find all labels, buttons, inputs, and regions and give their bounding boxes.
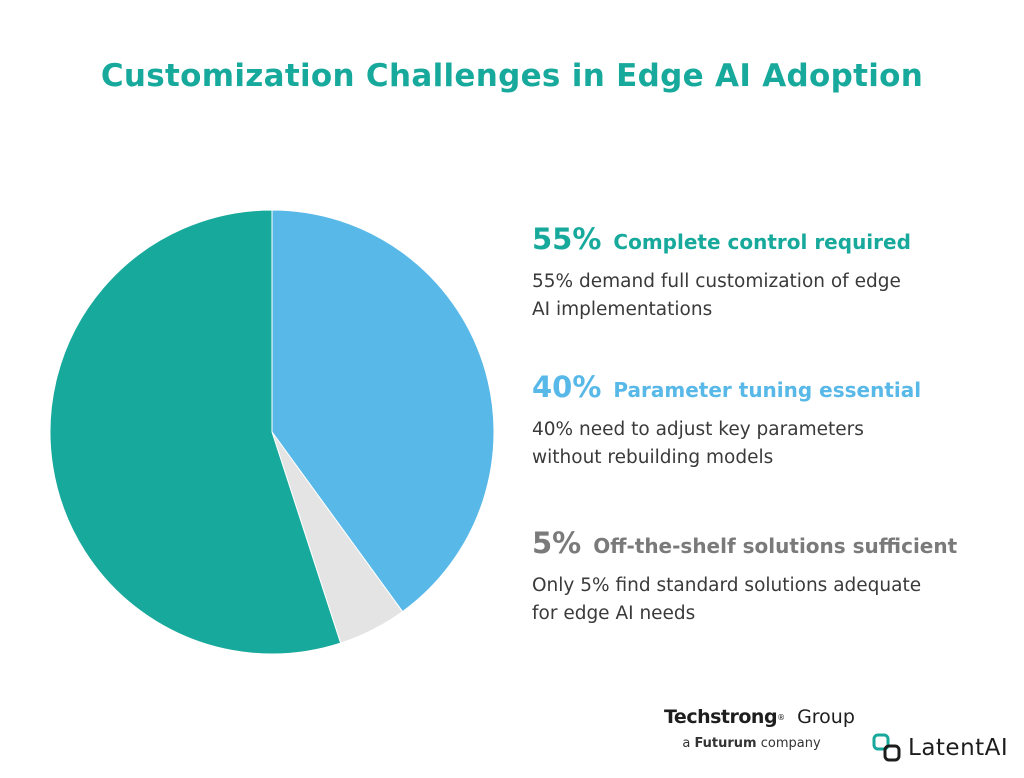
stat-description: 40% need to adjust key parameters withou… — [532, 419, 864, 468]
chain-link-icon — [872, 733, 901, 762]
stat-heading: Parameter tuning essential — [613, 378, 922, 402]
stat-description: 55% demand full customization of edge AI… — [532, 271, 901, 320]
latentai-wordmark: LatentAI — [908, 735, 1009, 761]
techstrong-tagline: a Futurum company — [664, 736, 839, 751]
stat-item-off-the-shelf: 5% Off-the-shelf solutions sufficient On… — [532, 526, 957, 628]
tagline-prefix: a — [682, 736, 691, 751]
techstrong-group: Group — [797, 706, 855, 728]
stat-percent: 5% — [532, 526, 582, 560]
stat-heading: Complete control required — [613, 230, 911, 254]
stat-heading: Off-the-shelf solutions sufficient — [593, 534, 958, 558]
trademark-mark: ® — [777, 712, 786, 722]
tagline-suffix: company — [760, 736, 821, 751]
chart-title: Customization Challenges in Edge AI Adop… — [100, 58, 924, 94]
stat-description: Only 5% find standard solutions adequate… — [532, 575, 922, 624]
techstrong-brand: Techstrong — [664, 706, 778, 728]
tagline-parent: Futurum — [694, 736, 757, 751]
stat-item-control: 55% Complete control required 55% demand… — [532, 222, 922, 324]
techstrong-logo: Techstrong ® Group a Futurum company — [664, 706, 855, 766]
latentai-logo: LatentAI — [872, 718, 1008, 778]
pie-chart — [49, 209, 495, 655]
pie-slice-control — [49, 209, 342, 655]
pie-slice-tuning — [271, 209, 495, 613]
stat-item-tuning: 40% Parameter tuning essential 40% need … — [532, 370, 922, 472]
stat-percent: 55% — [532, 222, 602, 256]
stat-percent: 40% — [532, 370, 602, 404]
